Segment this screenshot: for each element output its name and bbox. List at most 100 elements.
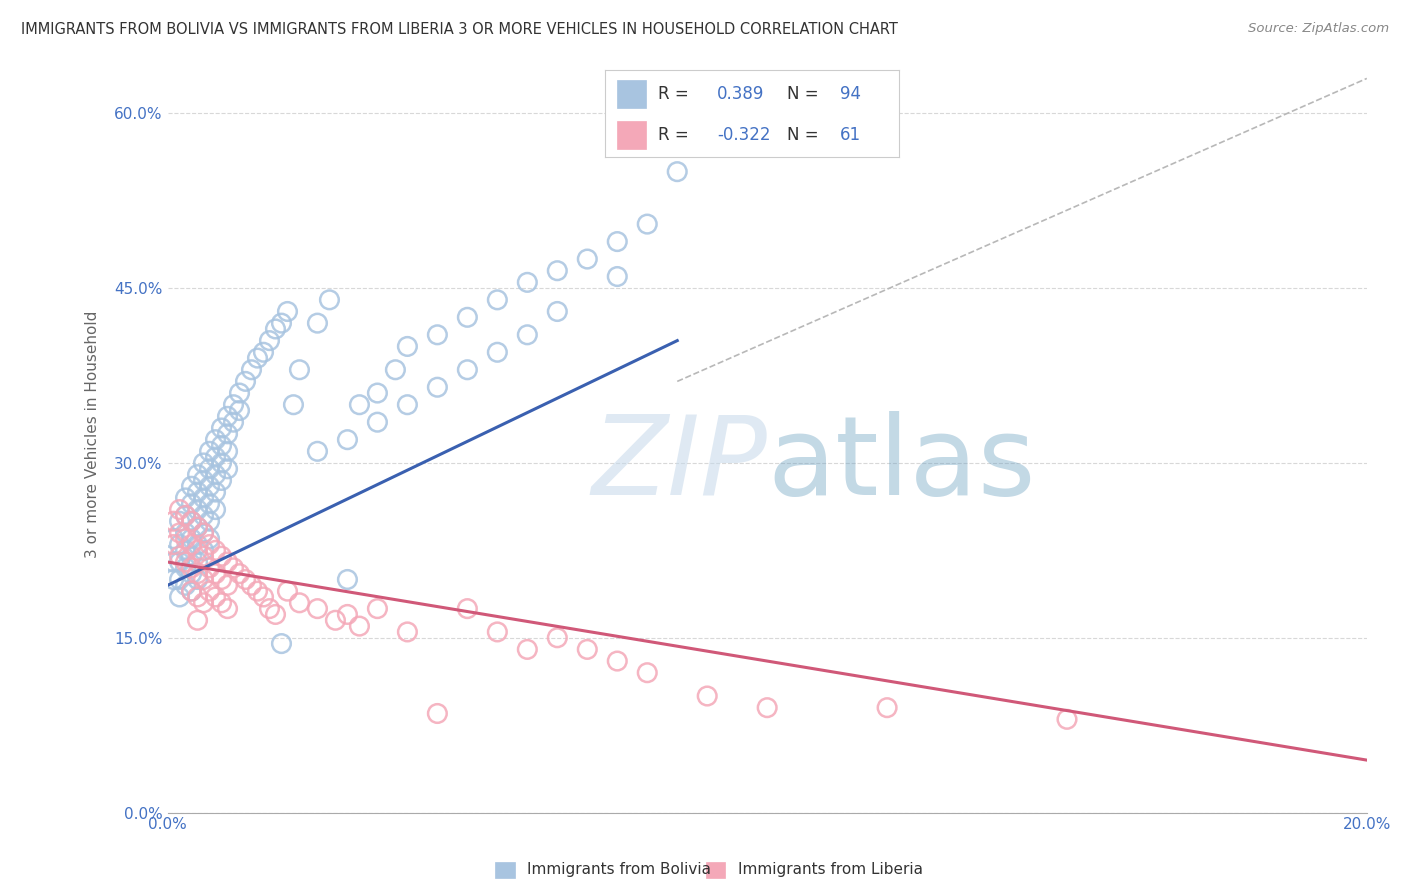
Point bbox=[235, 375, 257, 389]
Point bbox=[264, 607, 287, 622]
Point bbox=[307, 444, 329, 458]
Point bbox=[636, 665, 658, 680]
Point bbox=[486, 345, 509, 359]
Point bbox=[283, 398, 305, 412]
Point bbox=[606, 269, 628, 284]
Point bbox=[180, 561, 202, 575]
Point bbox=[426, 327, 449, 342]
Point bbox=[349, 619, 371, 633]
Point bbox=[198, 497, 221, 511]
Point bbox=[180, 532, 202, 546]
Point bbox=[162, 532, 184, 546]
Point bbox=[169, 502, 191, 516]
Text: ZIP: ZIP bbox=[592, 410, 768, 517]
Point bbox=[186, 485, 208, 500]
Point bbox=[606, 235, 628, 249]
Point bbox=[186, 590, 208, 604]
Point bbox=[174, 532, 197, 546]
Point bbox=[193, 543, 215, 558]
Point bbox=[186, 520, 208, 534]
Point bbox=[169, 549, 191, 564]
Point bbox=[288, 363, 311, 377]
Point bbox=[193, 596, 215, 610]
Point bbox=[307, 316, 329, 330]
Point bbox=[174, 508, 197, 523]
Point bbox=[546, 631, 568, 645]
Point bbox=[186, 573, 208, 587]
Point bbox=[318, 293, 340, 307]
Point bbox=[211, 549, 233, 564]
Point bbox=[198, 532, 221, 546]
Point bbox=[180, 549, 202, 564]
Point bbox=[186, 555, 208, 569]
Point bbox=[222, 415, 245, 429]
Point bbox=[252, 345, 274, 359]
Text: Immigrants from Liberia: Immigrants from Liberia bbox=[738, 863, 924, 877]
Point bbox=[546, 263, 568, 277]
Point bbox=[270, 316, 292, 330]
Point bbox=[198, 444, 221, 458]
Point bbox=[516, 642, 538, 657]
Point bbox=[366, 415, 388, 429]
Point bbox=[252, 590, 274, 604]
Point bbox=[211, 438, 233, 452]
Point bbox=[198, 462, 221, 476]
Point bbox=[204, 433, 226, 447]
Point bbox=[396, 624, 419, 639]
Point bbox=[264, 322, 287, 336]
Point bbox=[336, 433, 359, 447]
Point bbox=[174, 508, 197, 523]
Point bbox=[198, 537, 221, 551]
Point bbox=[636, 217, 658, 231]
Point bbox=[211, 474, 233, 488]
Point bbox=[217, 426, 239, 441]
Point bbox=[426, 706, 449, 721]
Point bbox=[162, 555, 184, 569]
Point bbox=[204, 450, 226, 464]
Point bbox=[486, 293, 509, 307]
Point bbox=[193, 573, 215, 587]
Point bbox=[228, 386, 250, 401]
Point bbox=[180, 497, 202, 511]
Point bbox=[456, 601, 478, 615]
Point bbox=[396, 398, 419, 412]
Point bbox=[756, 700, 779, 714]
Point bbox=[211, 421, 233, 435]
Point bbox=[169, 525, 191, 540]
Point bbox=[204, 502, 226, 516]
Point bbox=[180, 566, 202, 581]
Point bbox=[228, 566, 250, 581]
Point bbox=[174, 578, 197, 592]
Point bbox=[193, 525, 215, 540]
Point bbox=[336, 607, 359, 622]
Point bbox=[211, 456, 233, 470]
Point bbox=[169, 590, 191, 604]
Point bbox=[576, 642, 599, 657]
Point bbox=[193, 549, 215, 564]
Point bbox=[222, 561, 245, 575]
Point bbox=[396, 339, 419, 353]
Point bbox=[169, 514, 191, 528]
Text: atlas: atlas bbox=[768, 410, 1036, 517]
Point bbox=[204, 543, 226, 558]
Point bbox=[186, 520, 208, 534]
Point bbox=[186, 566, 208, 581]
Point bbox=[222, 398, 245, 412]
Point bbox=[174, 555, 197, 569]
Point bbox=[169, 573, 191, 587]
Point bbox=[456, 310, 478, 325]
Point bbox=[217, 462, 239, 476]
Text: IMMIGRANTS FROM BOLIVIA VS IMMIGRANTS FROM LIBERIA 3 OR MORE VEHICLES IN HOUSEHO: IMMIGRANTS FROM BOLIVIA VS IMMIGRANTS FR… bbox=[21, 22, 898, 37]
Point bbox=[204, 566, 226, 581]
Point bbox=[246, 351, 269, 365]
Point bbox=[217, 555, 239, 569]
Point bbox=[456, 363, 478, 377]
Point bbox=[217, 578, 239, 592]
Point bbox=[516, 327, 538, 342]
Y-axis label: 3 or more Vehicles in Household: 3 or more Vehicles in Household bbox=[86, 310, 100, 558]
Point bbox=[1056, 712, 1078, 726]
Point bbox=[211, 573, 233, 587]
Point bbox=[576, 252, 599, 266]
Point bbox=[186, 613, 208, 627]
Point bbox=[366, 386, 388, 401]
